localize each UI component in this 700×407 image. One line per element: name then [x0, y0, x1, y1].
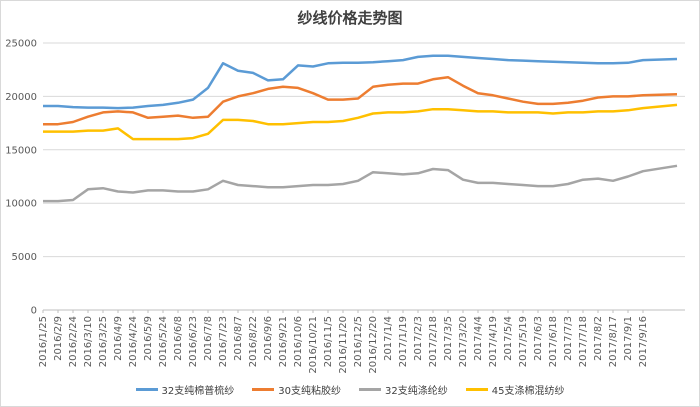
x-tick-label: 2017/4/19 — [488, 316, 499, 367]
x-tick-label: 2017/8/2 — [593, 316, 604, 361]
x-tick-label: 2017/4/4 — [473, 316, 484, 361]
x-tick-label: 2016/10/21 — [308, 316, 319, 374]
x-tick-label: 2016/3/25 — [98, 316, 109, 367]
series-line-3 — [43, 164, 678, 203]
x-tick-label: 2016/6/8 — [173, 316, 184, 361]
x-tick-label: 2017/6/18 — [548, 316, 559, 367]
legend-item: 45支涤棉混纺纱 — [465, 382, 565, 397]
x-tick-label: 2016/9/6 — [263, 316, 274, 361]
y-tick-label: 0 — [31, 306, 37, 317]
x-tick-label: 2016/6/23 — [188, 316, 199, 367]
y-tick-label: 15000 — [5, 145, 37, 156]
x-tick-label: 2017/7/18 — [578, 316, 589, 367]
x-tick-label: 2017/9/1 — [623, 316, 634, 361]
series-line-2 — [43, 75, 678, 126]
legend-label: 32支纯涤纶纱 — [385, 386, 448, 397]
x-tick-label: 2016/1/25 — [38, 316, 49, 367]
x-tick-label: 2017/5/4 — [503, 316, 514, 361]
legend-swatch — [465, 388, 488, 391]
x-tick-label: 2016/8/22 — [248, 316, 259, 367]
x-tick-label: 2016/3/10 — [83, 316, 94, 367]
legend-label: 45支涤棉混纺纱 — [491, 386, 565, 397]
chart-title: 纱线价格走势图 — [297, 9, 403, 27]
x-tick-label: 2016/5/9 — [143, 316, 154, 361]
y-tick-label: 25000 — [5, 39, 37, 50]
x-tick-label: 2016/2/9 — [53, 316, 64, 361]
series-line-4 — [43, 103, 678, 141]
x-tick-label: 2016/4/24 — [128, 316, 139, 367]
y-tick-label: 20000 — [5, 92, 37, 103]
legend-swatch — [252, 388, 275, 391]
legend-swatch — [135, 388, 158, 391]
y-tick-label: 10000 — [5, 199, 37, 210]
x-tick-label: 2016/9/21 — [278, 316, 289, 367]
legend-label: 30支纯粘胶纱 — [278, 386, 341, 397]
x-tick-label: 2017/2/18 — [428, 316, 439, 367]
x-tick-label: 2017/3/5 — [443, 316, 454, 361]
x-tick-label: 2016/12/5 — [353, 316, 364, 367]
x-tick-label: 2017/1/4 — [383, 316, 394, 361]
x-tick-label: 2016/8/7 — [233, 316, 244, 361]
x-tick-label: 2017/3/20 — [458, 316, 469, 367]
legend-swatch — [359, 388, 381, 391]
x-tick-label: 2016/12/20 — [368, 316, 379, 374]
x-tick-label: 2016/4/9 — [113, 316, 124, 361]
x-tick-label: 2017/5/19 — [518, 316, 529, 367]
x-tick-label: 2016/2/24 — [68, 316, 79, 367]
series-line-1 — [43, 54, 678, 110]
x-tick-label: 2017/7/3 — [563, 316, 574, 361]
x-tick-label: 2017/8/17 — [608, 316, 619, 367]
chart-legend: 32支纯棉普梳纱 30支纯粘胶纱 32支纯涤纶纱 45支涤棉混纺纱 — [1, 382, 699, 397]
y-tick-label: 5000 — [12, 252, 37, 263]
x-tick-label: 2016/11/5 — [323, 316, 334, 367]
x-tick-label: 2016/11/20 — [338, 316, 349, 374]
legend-item: 30支纯粘胶纱 — [252, 382, 341, 397]
x-tick-label: 2017/9/16 — [638, 316, 649, 367]
x-tick-label: 2016/7/8 — [203, 316, 214, 361]
x-tick-label: 2016/7/23 — [218, 316, 229, 367]
x-tick-label: 2017/6/3 — [533, 316, 544, 361]
x-tick-label: 2016/10/6 — [293, 316, 304, 367]
legend-item: 32支纯涤纶纱 — [359, 382, 448, 397]
legend-label: 32支纯棉普梳纱 — [161, 386, 235, 397]
x-tick-label: 2017/1/19 — [398, 316, 409, 367]
x-tick-label: 2016/5/24 — [158, 316, 169, 367]
x-tick-label: 2017/2/3 — [413, 316, 424, 361]
legend-item: 32支纯棉普梳纱 — [135, 382, 235, 397]
